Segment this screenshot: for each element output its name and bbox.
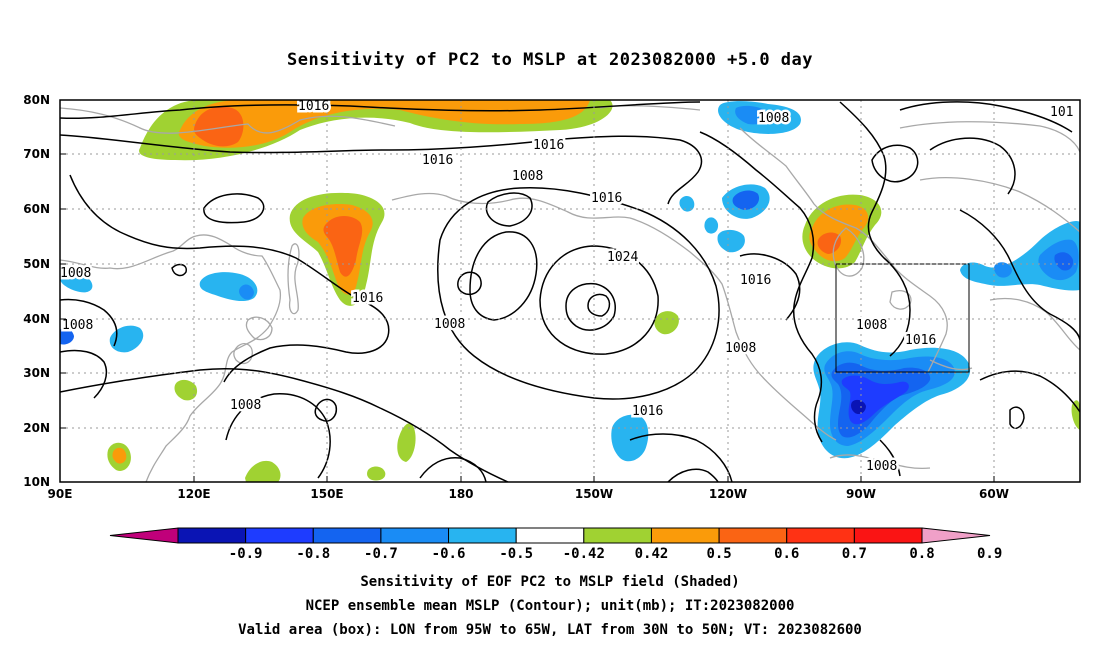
contour-label: 1016 [352,291,383,306]
contour-label: 1008 [62,318,93,333]
lat-tick-label: 30N [23,366,50,380]
colorbar-swatch [448,527,517,544]
map-frame [59,99,1081,483]
colorbar-swatch [177,527,247,544]
lon-tick-label: 60W [979,487,1009,501]
contour-label: 1016 [298,99,329,114]
contour-label: 1016 [632,404,663,419]
colorbar-over-triangle [921,527,991,544]
contour-label: 1008 [230,398,261,413]
contour-label: 1024 [607,250,638,265]
colorbar-label: -0.6 [432,546,466,562]
contour-label: 1016 [740,273,771,288]
page-title: Sensitivity of PC2 to MSLP at 2023082000… [286,50,813,70]
lon-tick-label: 120E [177,487,210,501]
contour-label: 101 [1050,105,1073,120]
contour-label: 1016 [591,191,622,206]
lat-tick-label: 80N [23,93,50,107]
lat-axis: 80N 70N 60N 50N 40N 30N 20N 10N [23,93,50,489]
colorbar-swatch [718,527,788,544]
contour-label: 1008 [866,459,897,474]
colorbar-swatch [786,527,855,544]
tick-marks [60,99,995,482]
colorbar-swatch [515,527,585,544]
contour-labels: 1016 1016 1016 1016 1016 1016 1016 1016 … [58,97,1076,477]
contour-label: 1016 [533,138,564,153]
caption-line-2: NCEP ensemble mean MSLP (Contour); unit(… [305,598,795,614]
colorbar-swatch [583,527,652,544]
valid-area-box [835,263,970,373]
contour-label: 1008 [758,111,789,126]
colorbar-label: 0.6 [774,546,799,562]
lon-tick-label: 150W [575,487,613,501]
colorbar-label: 0.5 [706,546,731,562]
colorbar-label: 0.9 [977,546,1002,562]
colorbar-label: 0.8 [909,546,934,562]
sensitivity-shading [60,100,1080,482]
colorbar-swatch [853,527,923,544]
colorbar-label: -0.8 [296,546,330,562]
colorbar-label: -0.9 [229,546,263,562]
lat-tick-label: 40N [23,312,50,326]
colorbar-under-triangle [109,527,179,544]
contour-label: 1008 [512,169,543,184]
lat-tick-label: 10N [23,475,50,489]
caption-line-1: Sensitivity of EOF PC2 to MSLP field (Sh… [360,574,740,590]
contour-label: 1008 [60,266,91,281]
contour-label: 1016 [905,333,936,348]
colorbar-swatch [312,527,382,544]
contour-label: 1008 [856,318,887,333]
mslp-contours [60,101,1080,482]
colorbar-label: -0.5 [499,546,533,562]
colorbar-label: -0.7 [364,546,398,562]
contour-label: 1008 [434,317,465,332]
lat-tick-label: 60N [23,202,50,216]
colorbar: -0.9 -0.8 -0.7 -0.6 -0.5 -0.42 0.42 0.5 0.6 0.7 0.… [109,527,1002,562]
lon-tick-label: 90E [48,487,73,501]
lon-axis: 90E 120E 150E 180 150W 120W 90W 60W [48,487,1009,501]
lat-tick-label: 20N [23,421,50,435]
lat-tick-label: 70N [23,147,50,161]
colorbar-swatch [380,527,450,544]
colorbar-label: -0.42 [563,546,605,562]
lon-tick-label: 180 [448,487,473,501]
lon-tick-label: 120W [709,487,747,501]
lat-tick-label: 50N [23,257,50,271]
caption-line-3: Valid area (box): LON from 95W to 65W, L… [238,622,862,638]
colorbar-swatch [245,527,314,544]
lon-tick-label: 150E [310,487,343,501]
colorbar-label: 0.7 [842,546,867,562]
grid-lines [60,100,1080,482]
lon-tick-label: 90W [846,487,876,501]
colorbar-label: 0.42 [635,546,669,562]
colorbar-swatch [650,527,720,544]
contour-label: 1008 [725,341,756,356]
contour-label: 1016 [422,153,453,168]
